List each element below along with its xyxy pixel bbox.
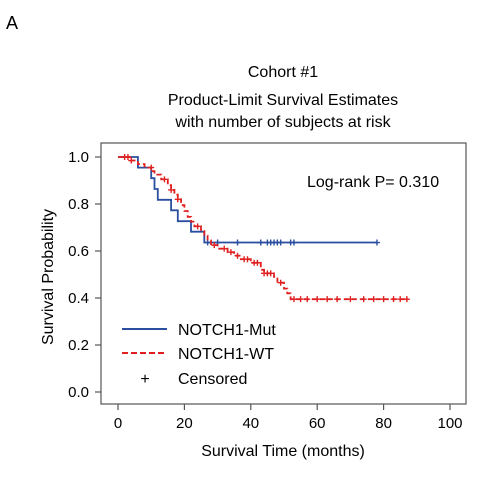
y-axis: 0.0 0.2 0.4 0.6 0.8 1.0 bbox=[68, 149, 101, 401]
censor-mark-notch1-wt-13 bbox=[244, 256, 251, 263]
x-tick-label-3: 60 bbox=[309, 415, 326, 432]
censor-mark-notch1-wt-24 bbox=[324, 296, 331, 303]
censor-mark-notch1-wt-31 bbox=[397, 296, 404, 303]
censor-mark-notch1-wt-32 bbox=[403, 296, 410, 303]
censor-mark-notch1-wt-20 bbox=[290, 296, 297, 303]
legend-censored-symbol: + bbox=[140, 371, 149, 388]
panel-label: A bbox=[6, 13, 18, 33]
censor-mark-notch1-wt-21 bbox=[297, 296, 304, 303]
censor-mark-notch1-wt-7 bbox=[194, 223, 201, 230]
x-axis-label: Survival Time (months) bbox=[201, 443, 365, 460]
legend-label-notch1-wt: NOTCH1-WT bbox=[178, 346, 274, 363]
censor-mark-notch1-wt-19 bbox=[277, 279, 284, 286]
censor-mark-notch1-wt-11 bbox=[234, 252, 241, 259]
censor-mark-notch1-mut-8 bbox=[277, 239, 284, 246]
censor-mark-notch1-wt-26 bbox=[347, 296, 354, 303]
y-axis-label: Survival Probability bbox=[40, 209, 57, 345]
censor-mark-notch1-wt-27 bbox=[360, 296, 367, 303]
legend-label-censored: Censored bbox=[178, 371, 247, 388]
censor-mark-notch1-mut-2 bbox=[234, 239, 241, 246]
censor-mark-notch1-wt-8 bbox=[211, 242, 218, 249]
censor-mark-notch1-wt-28 bbox=[370, 296, 377, 303]
x-tick-label-1: 20 bbox=[176, 415, 193, 432]
y-tick-label-4: 0.8 bbox=[68, 196, 89, 213]
censor-mark-notch1-wt-6 bbox=[174, 196, 181, 203]
plot-frame bbox=[100, 142, 467, 405]
chart-subtitle-line-1: Product-Limit Survival Estimates bbox=[168, 92, 398, 109]
censor-mark-notch1-wt-25 bbox=[334, 296, 341, 303]
x-axis: 0 20 40 60 80 100 bbox=[114, 404, 463, 432]
y-tick-label-1: 0.2 bbox=[68, 337, 89, 354]
censor-mark-notch1-wt-18 bbox=[267, 270, 274, 277]
series-layer bbox=[118, 154, 410, 303]
x-tick-label-2: 40 bbox=[242, 415, 259, 432]
series-line-notch1-mut bbox=[118, 156, 377, 244]
censor-mark-notch1-mut-10 bbox=[290, 239, 297, 246]
censor-mark-notch1-mut-3 bbox=[257, 239, 264, 246]
censor-mark-notch1-wt-23 bbox=[314, 296, 321, 303]
censor-mark-notch1-wt-5 bbox=[168, 186, 175, 193]
censor-mark-notch1-wt-29 bbox=[380, 296, 387, 303]
censor-mark-notch1-wt-1 bbox=[124, 154, 131, 160]
y-tick-label-5: 1.0 bbox=[68, 149, 89, 166]
censor-mark-notch1-mut-0 bbox=[204, 239, 211, 246]
censor-mark-notch1-wt-10 bbox=[227, 249, 234, 256]
censor-mark-notch1-wt-15 bbox=[254, 259, 261, 266]
censor-mark-notch1-wt-2 bbox=[128, 157, 135, 164]
chart-title: Cohort #1 bbox=[248, 64, 318, 81]
x-tick-label-5: 100 bbox=[437, 415, 462, 432]
legend: NOTCH1-Mut NOTCH1-WT + Censored bbox=[122, 322, 276, 388]
legend-label-notch1-mut: NOTCH1-Mut bbox=[178, 322, 276, 339]
x-tick-label-0: 0 bbox=[114, 415, 122, 432]
y-tick-label-0: 0.0 bbox=[68, 384, 89, 401]
y-tick-label-2: 0.4 bbox=[68, 290, 89, 307]
chart-subtitle-line-2: with number of subjects at risk bbox=[174, 114, 391, 131]
censor-mark-notch1-wt-30 bbox=[390, 296, 397, 303]
censor-mark-notch1-wt-22 bbox=[304, 296, 311, 303]
censor-mark-notch1-wt-9 bbox=[221, 245, 228, 252]
x-tick-label-4: 80 bbox=[375, 415, 392, 432]
censor-mark-notch1-wt-4 bbox=[161, 176, 168, 183]
censor-mark-notch1-mut-11 bbox=[373, 239, 380, 246]
censor-mark-notch1-wt-3 bbox=[148, 164, 155, 171]
y-tick-label-3: 0.6 bbox=[68, 243, 89, 260]
log-rank-annotation: Log-rank P= 0.310 bbox=[307, 174, 439, 191]
